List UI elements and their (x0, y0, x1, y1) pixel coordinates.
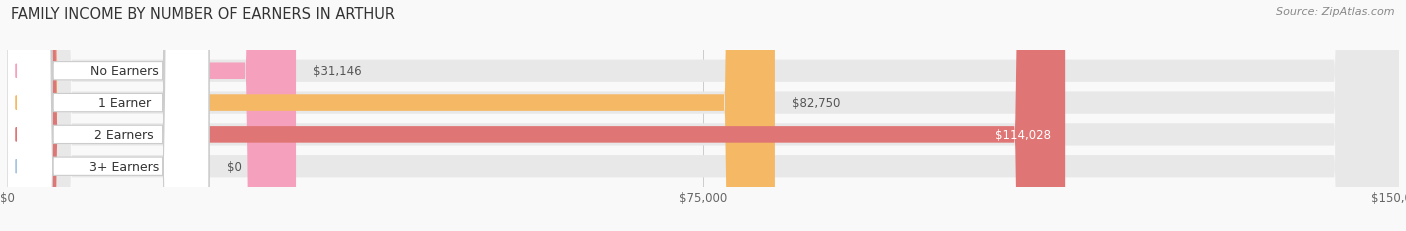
FancyBboxPatch shape (7, 0, 1399, 231)
Text: FAMILY INCOME BY NUMBER OF EARNERS IN ARTHUR: FAMILY INCOME BY NUMBER OF EARNERS IN AR… (11, 7, 395, 22)
FancyBboxPatch shape (7, 0, 297, 231)
FancyBboxPatch shape (7, 0, 209, 231)
Text: $82,750: $82,750 (792, 97, 839, 109)
FancyBboxPatch shape (7, 0, 209, 231)
Text: 3+ Earners: 3+ Earners (89, 160, 159, 173)
Text: 2 Earners: 2 Earners (94, 128, 153, 141)
FancyBboxPatch shape (7, 0, 1399, 231)
FancyBboxPatch shape (7, 0, 775, 231)
Text: 1 Earner: 1 Earner (97, 97, 150, 109)
Text: Source: ZipAtlas.com: Source: ZipAtlas.com (1277, 7, 1395, 17)
Text: $0: $0 (228, 160, 242, 173)
FancyBboxPatch shape (7, 0, 1399, 231)
Text: $114,028: $114,028 (995, 128, 1052, 141)
FancyBboxPatch shape (7, 0, 1399, 231)
FancyBboxPatch shape (7, 0, 1066, 231)
FancyBboxPatch shape (7, 0, 209, 231)
FancyBboxPatch shape (7, 0, 209, 231)
Text: $31,146: $31,146 (312, 65, 361, 78)
Text: No Earners: No Earners (90, 65, 159, 78)
